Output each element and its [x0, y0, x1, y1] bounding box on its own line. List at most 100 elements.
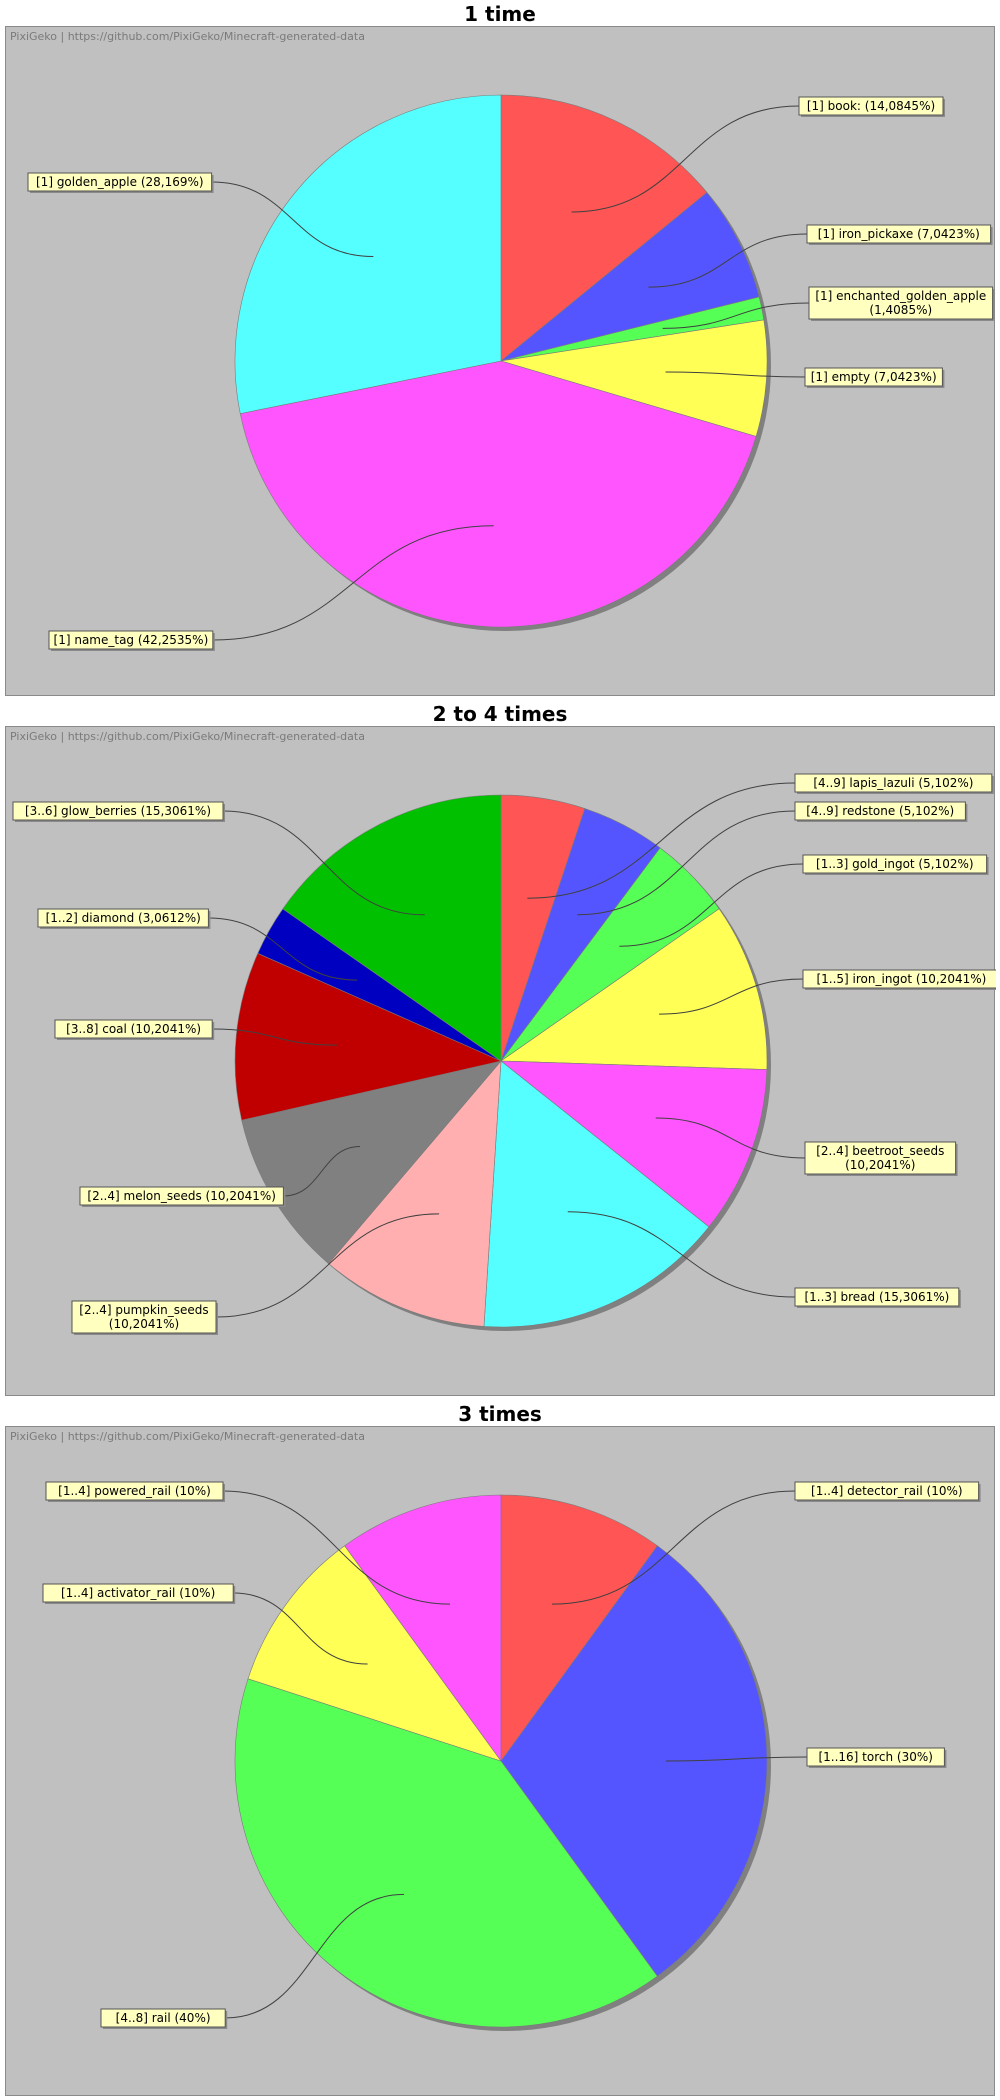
slice-label-name-tag: [1] name_tag (42,2535%) — [48, 525, 494, 651]
label-box — [54, 1019, 213, 1039]
label-connector — [655, 1117, 806, 1159]
slice-label-iron-pickaxe: [1] iron_pickaxe (7,0423%) — [648, 224, 993, 288]
label-text: [2..4] pumpkin_seeds — [79, 1303, 208, 1317]
pie-slice-name-tag — [239, 360, 757, 628]
label-text: [4..9] redstone (5,102%) — [806, 804, 954, 818]
slice-label-bread: [1..3] bread (15,3061%) — [567, 1211, 961, 1308]
slice-label-glow-berries: [3..6] glow_berries (15,3061%) — [12, 801, 425, 916]
chart-plot-area-3: PixiGeko | https://github.com/PixiGeko/M… — [5, 1426, 995, 2096]
label-connector — [222, 810, 425, 916]
watermark: PixiGeko | https://github.com/PixiGeko/M… — [10, 30, 365, 43]
pie-slice-beetroot-seeds — [500, 1060, 768, 1228]
label-connector — [222, 1490, 451, 1605]
slice-label-empty: [1] empty (7,0423%) — [665, 367, 945, 388]
slice-label-enchanted-golden-apple: [1] enchanted_golden_apple(1,4085%) — [662, 286, 995, 329]
slice-label-golden-apple: [1] golden_apple (28,169%) — [27, 172, 374, 258]
slice-label-detector-rail: [1..4] detector_rail (10%) — [551, 1481, 981, 1605]
label-box — [27, 172, 213, 192]
label-box — [794, 801, 966, 821]
slice-label-lapis-lazuli: [4..9] lapis_lazuli (5,102%) — [527, 773, 994, 899]
slice-label-pumpkin-seeds: [2..4] pumpkin_seeds(10,2041%) — [71, 1213, 440, 1335]
label-connector — [551, 1490, 796, 1605]
chart-title-3: 3 times — [458, 1402, 542, 1426]
label-text: [1] name_tag (42,2535%) — [54, 633, 209, 647]
label-box — [100, 2008, 226, 2028]
label-text: (10,2041%) — [109, 1317, 179, 1331]
label-connector — [215, 1213, 440, 1318]
label-box — [804, 367, 943, 387]
label-text: [3..8] coal (10,2041%) — [66, 1022, 201, 1036]
label-box — [808, 286, 994, 320]
chart-title-1: 1 time — [464, 2, 536, 26]
label-text: [1] book: (14,0845%) — [807, 99, 935, 113]
label-connector — [211, 181, 374, 258]
label-text: [3..6] glow_berries (15,3061%) — [25, 804, 211, 818]
label-connector — [665, 1756, 808, 1762]
label-box — [794, 773, 993, 793]
pie-slice-coal — [234, 952, 502, 1121]
pie-slice-activator-rail — [247, 1545, 502, 1762]
label-box — [48, 630, 214, 650]
label-connector — [648, 233, 808, 288]
label-text: [1] empty (7,0423%) — [811, 370, 937, 384]
slice-label-beetroot-seeds: [2..4] beetroot_seeds(10,2041%) — [655, 1117, 958, 1176]
pie-chart-1: [1] book: (14,0845%) [1] iron_pickaxe (7,… — [27, 94, 995, 651]
label-text: [1..5] iron_ingot (10,2041%) — [816, 972, 986, 986]
slice-label-rail: [4..8] rail (40%) — [100, 1893, 405, 2029]
label-text: [1] iron_pickaxe (7,0423%) — [818, 227, 980, 241]
label-connector — [567, 1211, 796, 1298]
pie-slice-detector-rail — [500, 1494, 658, 1762]
label-box — [45, 1481, 224, 1501]
label-text: (10,2041%) — [845, 1158, 915, 1172]
pie-slice-pumpkin-seeds — [328, 1060, 502, 1327]
label-connector — [619, 863, 804, 947]
label-text: [1] enchanted_golden_apple — [815, 289, 986, 303]
chart-plot-area-1: PixiGeko | https://github.com/PixiGeko/M… — [5, 26, 995, 696]
pie-slice-golden-apple — [234, 94, 502, 414]
pie-slice-iron-ingot — [500, 908, 768, 1070]
pie-slice-powered-rail — [344, 1494, 502, 1762]
label-text: [1..3] bread (15,3061%) — [804, 1290, 949, 1304]
pie-slice-torch — [500, 1545, 768, 1977]
label-connector — [225, 1893, 405, 2019]
label-box — [37, 908, 209, 928]
label-connector — [571, 105, 800, 213]
label-text: (1,4085%) — [869, 303, 932, 317]
label-connector — [527, 782, 796, 899]
label-text: [2..4] melon_seeds (10,2041%) — [87, 1189, 276, 1203]
label-connector — [212, 525, 494, 641]
label-text: [1..4] detector_rail (10%) — [811, 1484, 963, 1498]
label-text: [1..4] powered_rail (10%) — [58, 1484, 211, 1498]
label-text: [2..4] beetroot_seeds — [816, 1144, 944, 1158]
label-box — [806, 1747, 945, 1767]
label-box — [42, 1583, 234, 1603]
label-connector — [577, 810, 796, 916]
pie-slice-bread — [483, 1060, 710, 1328]
chart-title-2: 2 to 4 times — [432, 702, 568, 726]
slice-label-torch: [1..16] torch (30%) — [665, 1747, 947, 1768]
label-box — [804, 1141, 957, 1175]
label-text: [4..8] rail (40%) — [116, 2011, 211, 2025]
pie-slice-empty — [500, 319, 768, 437]
label-box — [802, 854, 988, 874]
watermark: PixiGeko | https://github.com/PixiGeko/M… — [10, 1430, 365, 1443]
label-text: [1..3] gold_ingot (5,102%) — [816, 857, 974, 871]
watermark: PixiGeko | https://github.com/PixiGeko/M… — [10, 730, 365, 743]
label-text: [1..2] diamond (3,0612%) — [46, 911, 201, 925]
label-box — [12, 801, 224, 821]
label-box — [79, 1186, 284, 1206]
label-box — [798, 96, 944, 116]
label-connector — [233, 1592, 368, 1665]
slice-label-melon-seeds: [2..4] melon_seeds (10,2041%) — [79, 1145, 360, 1207]
label-connector — [212, 1028, 337, 1046]
label-box — [794, 1287, 960, 1307]
label-box — [802, 969, 996, 989]
label-connector — [659, 978, 804, 1015]
pie-slice-book — [500, 94, 708, 362]
label-text: [1] golden_apple (28,169%) — [36, 175, 204, 189]
label-box — [71, 1300, 217, 1334]
pie-chart-2: [4..9] lapis_lazuli (5,102%) [4..9] redst… — [12, 773, 996, 1335]
chart-plot-area-2: PixiGeko | https://github.com/PixiGeko/M… — [5, 726, 996, 1396]
pie-slice-glow-berries — [282, 794, 502, 1062]
label-box — [806, 224, 992, 244]
